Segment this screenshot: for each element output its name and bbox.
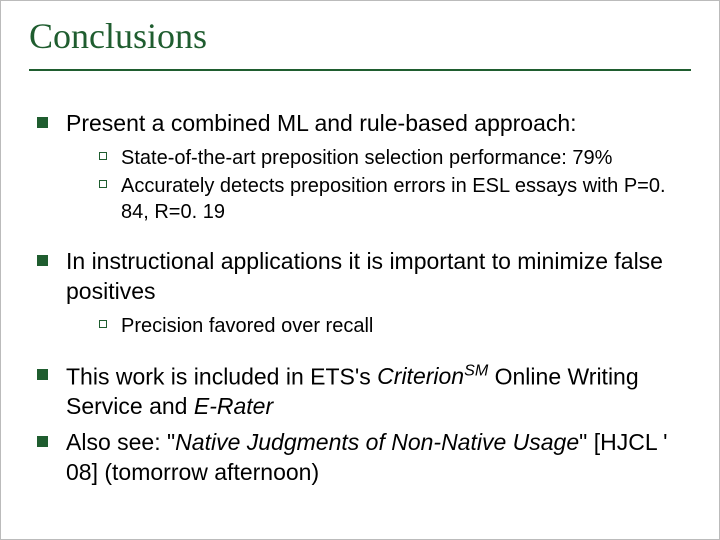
- slide: Conclusions Present a combined ML and ru…: [0, 0, 720, 540]
- bullet-text: Also see: "Native Judgments of Non-Nativ…: [66, 428, 691, 488]
- sub-bullet-group: State-of-the-art preposition selection p…: [99, 145, 691, 225]
- bullet-l1: This work is included in ETS's Criterion…: [29, 361, 691, 422]
- square-bullet-icon: [37, 436, 48, 447]
- italic-run: Native Judgments of Non-Native Usage: [175, 429, 579, 455]
- italic-run: E-Rater: [194, 393, 273, 419]
- sub-bullet-group: Precision favored over recall: [99, 313, 691, 339]
- bullet-l1: Present a combined ML and rule-based app…: [29, 109, 691, 139]
- bullet-text: Precision favored over recall: [121, 313, 691, 339]
- bullet-text: This work is included in ETS's Criterion…: [66, 361, 691, 422]
- bullet-l1: Also see: "Native Judgments of Non-Nativ…: [29, 428, 691, 488]
- square-bullet-icon: [37, 369, 48, 380]
- bullet-text: Accurately detects preposition errors in…: [121, 173, 691, 225]
- italic-run: CriterionSM: [377, 363, 488, 389]
- bullet-l2: Precision favored over recall: [99, 313, 691, 339]
- bullet-l1: In instructional applications it is impo…: [29, 247, 691, 307]
- text-run: Criterion: [377, 363, 464, 389]
- square-bullet-icon: [37, 255, 48, 266]
- slide-title: Conclusions: [29, 15, 691, 71]
- bullet-text: State-of-the-art preposition selection p…: [121, 145, 691, 171]
- hollow-square-icon: [99, 180, 107, 188]
- superscript: SM: [464, 362, 488, 380]
- text-run: This work is included in ETS's: [66, 363, 377, 389]
- bullet-l2: State-of-the-art preposition selection p…: [99, 145, 691, 171]
- bullet-text: Present a combined ML and rule-based app…: [66, 109, 691, 139]
- bullet-l2: Accurately detects preposition errors in…: [99, 173, 691, 225]
- hollow-square-icon: [99, 320, 107, 328]
- bullet-text: In instructional applications it is impo…: [66, 247, 691, 307]
- hollow-square-icon: [99, 152, 107, 160]
- square-bullet-icon: [37, 117, 48, 128]
- text-run: Also see: ": [66, 429, 175, 455]
